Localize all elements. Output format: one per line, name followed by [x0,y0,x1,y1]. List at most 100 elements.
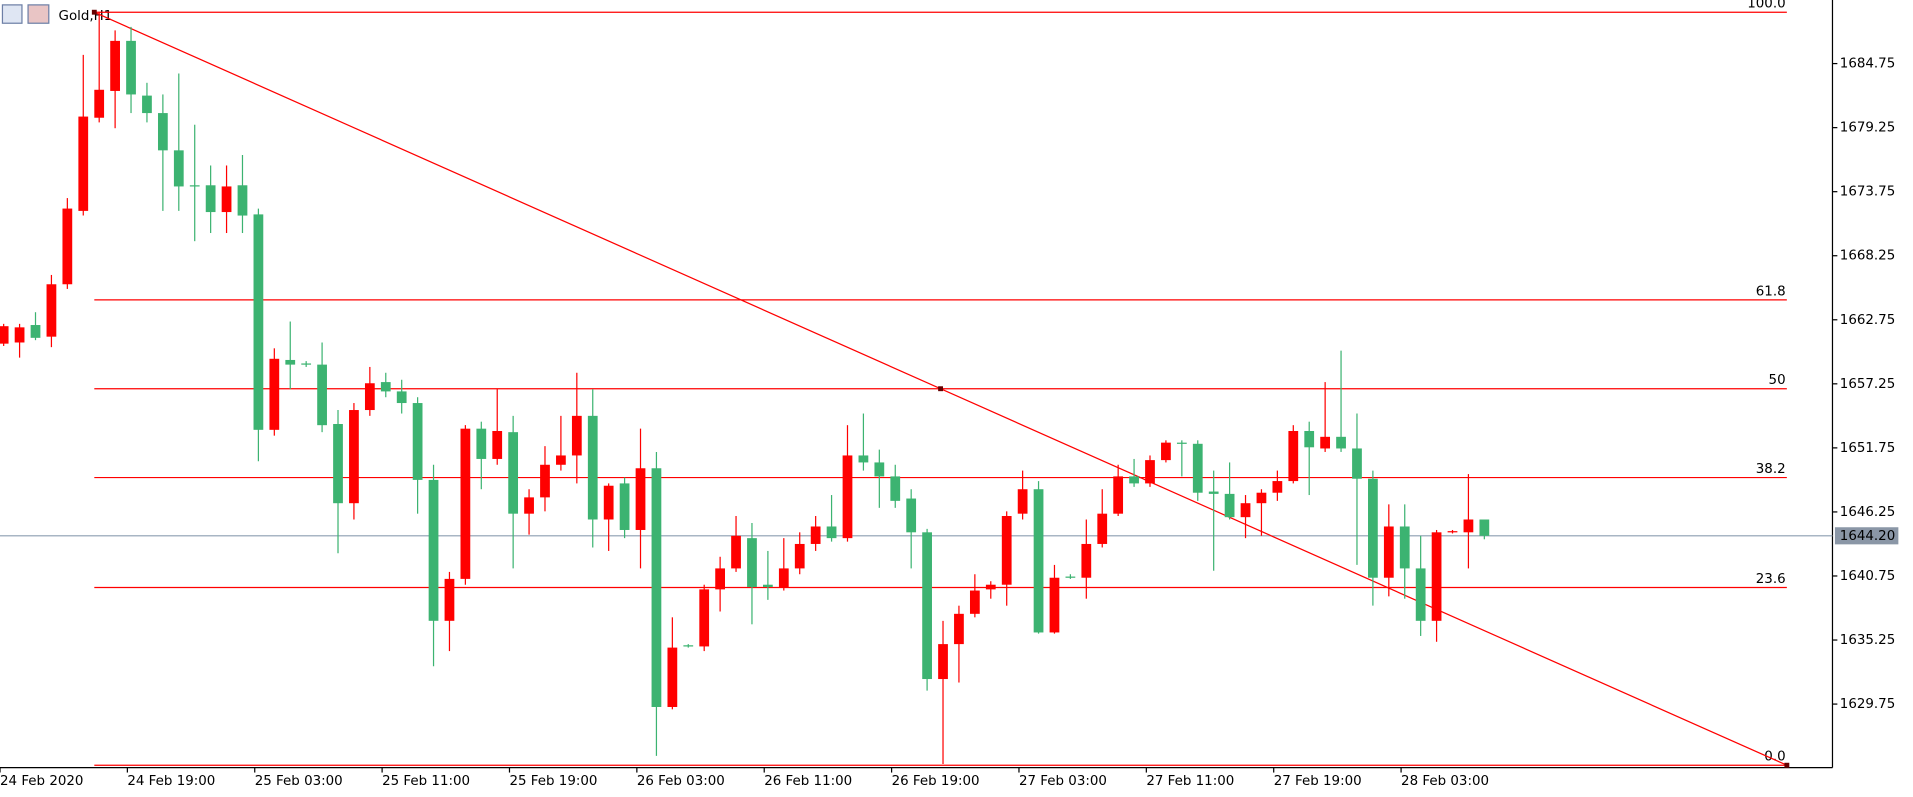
candle-body [189,185,200,187]
x-tick-label: 26 Feb 11:00 [764,774,852,789]
fib-label: 50 [1769,373,1786,388]
candle-body [1129,476,1139,484]
candle-body [906,498,917,533]
candle-body [412,403,423,480]
y-tick-label: 1635.25 [1840,633,1895,648]
candle-body [1017,489,1028,514]
x-tick-label: 26 Feb 19:00 [892,774,980,789]
candle-body [1304,430,1315,448]
candle-body [1161,442,1171,461]
candle-body [1415,568,1426,621]
fib-label: 23.6 [1756,572,1786,587]
fib-label: 100.0 [1747,0,1785,12]
y-tick-label: 1662.75 [1840,313,1895,328]
candle-body [810,526,821,544]
x-tick-label: 26 Feb 03:00 [637,774,725,789]
candle-body [14,327,25,343]
candle-body [1383,526,1394,578]
candle-body [508,432,519,514]
x-tick-label: 25 Feb 11:00 [382,774,470,789]
y-tick-label: 1640.75 [1840,569,1895,584]
y-tick-label: 1684.75 [1840,57,1895,72]
candle-body [1049,577,1060,633]
fib-label: 38.2 [1756,462,1786,477]
candle-body [603,485,614,520]
candle-body [715,568,726,590]
candle-body [571,415,582,456]
x-tick-label: 25 Feb 19:00 [509,774,597,789]
candle-body [699,589,710,647]
candle-body [1463,519,1474,533]
candle-body [794,543,805,569]
candle-body [126,40,136,95]
candle-body [157,113,168,151]
y-tick-label: 1651.75 [1840,441,1895,456]
candle-body [1145,460,1155,484]
candle-body [253,214,264,430]
candle-body [173,150,184,187]
candle-body [1288,430,1299,482]
candle-body [556,455,566,465]
candle-body [380,382,391,392]
candle-body [1352,448,1362,479]
candle-body [763,584,773,588]
candle-body [0,326,9,344]
fib-anchor [938,386,944,392]
toolbar-icons[interactable] [1,4,50,24]
icon[interactable] [1,4,23,24]
candle-body [142,95,152,114]
candle-body [651,468,662,707]
icon[interactable] [27,4,50,24]
x-tick-label: 27 Feb 19:00 [1274,774,1362,789]
candle-body [635,468,646,530]
candle-body [1033,489,1044,633]
y-tick-label: 1679.25 [1840,121,1895,136]
fib-anchor [91,9,97,15]
candle-body [683,645,694,647]
candle-body [969,590,980,614]
candle-body [78,116,89,211]
candle-body [1240,503,1251,518]
y-tick-label: 1673.75 [1840,185,1895,200]
candle-body [285,359,296,365]
candle-body [1001,516,1012,585]
candle-body [954,613,964,645]
candle-body [110,40,120,91]
candle-body [858,455,869,463]
candle-body [94,89,105,118]
current-price-box [1834,527,1899,545]
candle-body [747,538,757,588]
fib-anchor [1784,762,1790,768]
candle-body [1447,531,1458,533]
candle-body [30,325,41,338]
candle-body [301,363,312,365]
candle-body [1113,476,1124,514]
candle-body [540,464,550,498]
candle-body [1081,543,1092,578]
y-tick-label: 1657.25 [1840,377,1895,392]
x-tick-label: 24 Feb 2020 [0,774,83,789]
fib-label: 0.0 [1764,750,1785,765]
x-tick-label: 28 Feb 03:00 [1401,774,1489,789]
candle-body [428,479,439,621]
candle-body [1224,493,1235,518]
fib-label: 61.8 [1756,284,1786,299]
candle-body [237,185,248,216]
candle-body [1065,576,1076,578]
candle-body [476,428,487,459]
candle-body [1431,532,1442,621]
candle-body [1479,519,1490,536]
candle-body [524,497,534,514]
candle-body [1097,513,1108,544]
candle-body [667,647,678,707]
candle-body [874,462,885,477]
y-tick-label: 1646.25 [1840,505,1895,520]
candle-body [922,532,932,680]
candle-body [587,415,598,520]
candle-body [1176,442,1187,444]
candle-body [778,568,789,588]
candle-body [1368,478,1378,578]
candle-body [985,584,996,590]
